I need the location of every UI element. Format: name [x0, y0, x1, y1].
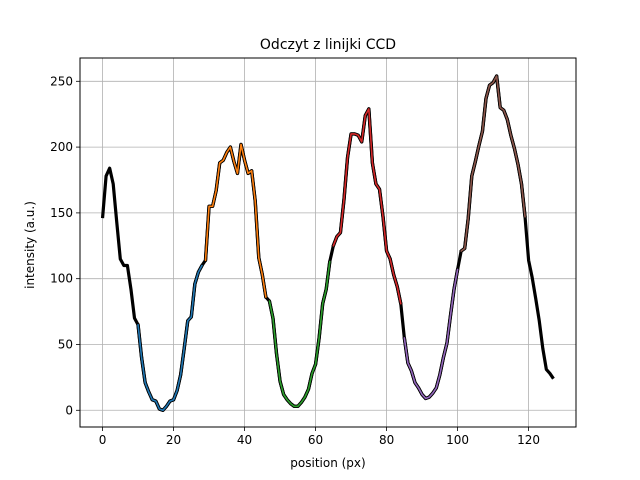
- x-tick-label: 0: [99, 433, 107, 447]
- y-tick-label: 150: [50, 206, 73, 220]
- chart-title: Odczyt z linijki CCD: [260, 37, 396, 53]
- x-tick-label: 20: [166, 433, 181, 447]
- x-axis: 0 20 40 60 80 100 120: [99, 427, 540, 447]
- segment-line-purple: [403, 268, 459, 400]
- y-tick-label: 250: [50, 74, 73, 88]
- x-tick-label: 100: [446, 433, 469, 447]
- y-tick-label: 50: [58, 337, 73, 351]
- x-tick-label: 80: [379, 433, 394, 447]
- segment-line-orange: [204, 143, 267, 298]
- plot-area: [100, 74, 555, 412]
- segment-line-red: [332, 108, 402, 305]
- segment-line-blue: [137, 264, 203, 412]
- y-axis-label: intensity (a.u.): [23, 201, 37, 289]
- y-axis: 0 50 100 150 200 250: [50, 74, 80, 417]
- axes-frame: [79, 57, 577, 428]
- x-tick-label: 60: [308, 433, 323, 447]
- y-tick-label: 100: [50, 272, 73, 286]
- x-tick-label: 120: [517, 433, 540, 447]
- y-tick-label: 200: [50, 140, 73, 154]
- y-tick-label: 0: [65, 403, 73, 417]
- x-tick-label: 40: [237, 433, 252, 447]
- segment-line-green: [268, 260, 331, 408]
- x-axis-label: position (px): [290, 456, 365, 470]
- segment-line-brown: [460, 75, 526, 252]
